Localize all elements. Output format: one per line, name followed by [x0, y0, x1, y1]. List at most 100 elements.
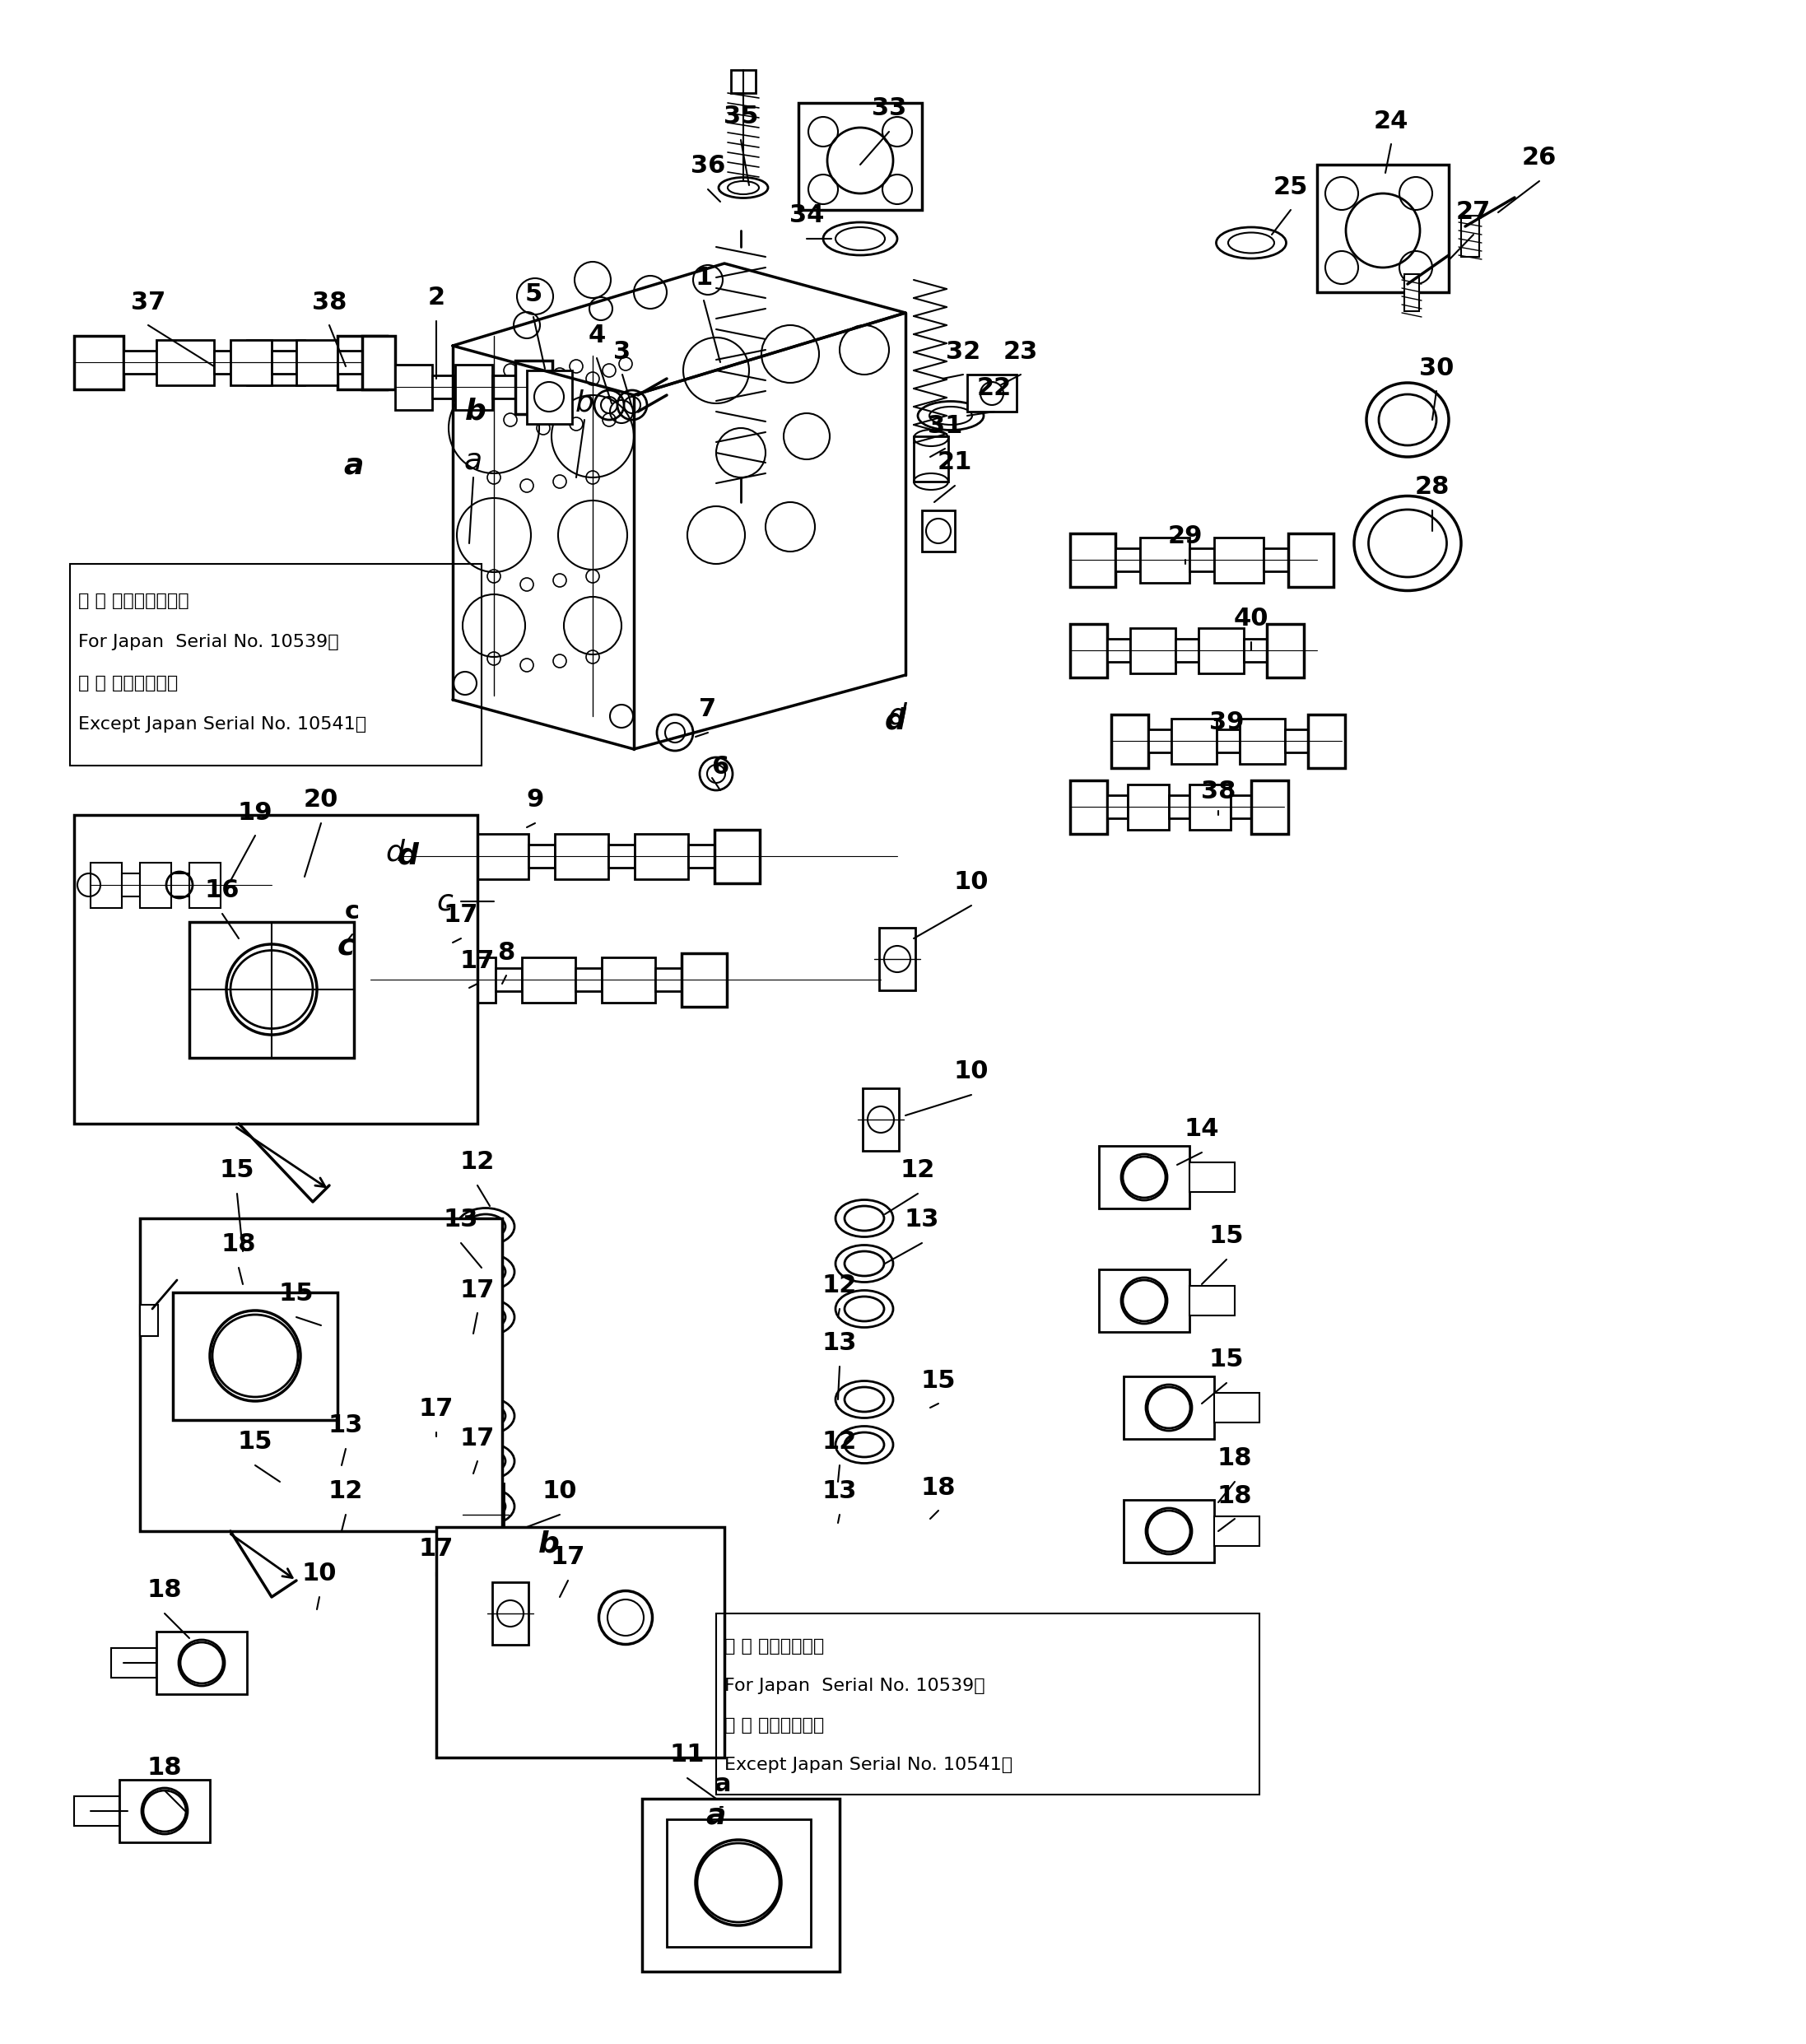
Bar — [681, 953, 726, 1008]
Text: 16: 16 — [204, 879, 240, 903]
Text: 32: 32 — [946, 339, 981, 364]
Bar — [119, 1780, 209, 1842]
Text: 26: 26 — [1522, 145, 1557, 170]
Bar — [1149, 730, 1172, 752]
Bar — [242, 1451, 334, 1513]
Bar — [403, 830, 448, 883]
Text: 24: 24 — [1374, 108, 1409, 133]
Bar — [90, 863, 121, 908]
Text: For Japan  Serial No. 10539～: For Japan Serial No. 10539～ — [724, 1678, 984, 1694]
Bar — [493, 376, 515, 399]
Text: 6: 6 — [712, 756, 730, 779]
Bar — [1264, 548, 1288, 572]
Bar — [172, 873, 190, 897]
Bar — [656, 969, 681, 991]
Bar — [139, 1218, 502, 1531]
Bar — [1176, 640, 1199, 662]
Bar — [1098, 1147, 1190, 1208]
Text: a: a — [343, 452, 365, 478]
Text: 12: 12 — [822, 1431, 858, 1453]
Text: 17: 17 — [461, 1427, 495, 1449]
Text: 29: 29 — [1168, 525, 1203, 548]
Text: 10: 10 — [954, 1061, 990, 1083]
Bar — [609, 844, 634, 867]
Bar — [495, 969, 522, 991]
Text: 23: 23 — [1004, 339, 1038, 364]
Text: 30: 30 — [1420, 356, 1454, 380]
Text: 13: 13 — [905, 1208, 939, 1233]
Bar — [296, 339, 338, 384]
Text: 海 外 向　通用号機: 海 外 向 通用号機 — [78, 675, 179, 691]
Bar — [1190, 1163, 1235, 1192]
Bar — [666, 1819, 811, 1946]
Bar — [515, 360, 553, 415]
Text: 11: 11 — [670, 1744, 704, 1766]
Bar — [173, 1292, 338, 1421]
Text: 27: 27 — [1456, 200, 1490, 223]
Bar — [415, 969, 442, 991]
Text: 15: 15 — [238, 1431, 273, 1453]
Bar — [123, 352, 157, 374]
Bar — [1116, 548, 1140, 572]
Bar — [634, 834, 688, 879]
Text: d: d — [397, 842, 419, 871]
Text: 2: 2 — [428, 286, 444, 311]
Text: 国 内 向　通用号機: 国 内 向 通用号機 — [724, 1637, 824, 1656]
Bar — [74, 335, 123, 388]
Bar — [280, 1302, 370, 1365]
Bar — [731, 69, 755, 94]
Bar — [157, 1631, 247, 1694]
Text: 14: 14 — [1185, 1118, 1219, 1141]
Text: c: c — [437, 887, 453, 916]
Bar — [468, 1484, 504, 1545]
Text: 12: 12 — [329, 1480, 363, 1504]
Text: 海 外 向　通用号機: 海 外 向 通用号機 — [724, 1717, 824, 1733]
Bar — [235, 1318, 280, 1349]
Text: 1: 1 — [695, 266, 713, 290]
Bar — [1308, 715, 1345, 769]
Bar — [798, 102, 921, 211]
Bar — [1288, 533, 1333, 587]
Text: c: c — [338, 932, 354, 961]
Text: 36: 36 — [690, 155, 726, 178]
Bar — [305, 352, 338, 374]
Text: 37: 37 — [130, 290, 166, 315]
Bar — [576, 969, 601, 991]
Bar — [1266, 623, 1304, 677]
Bar — [455, 364, 493, 411]
Text: 15: 15 — [921, 1369, 955, 1392]
Bar — [432, 376, 455, 399]
Bar — [1131, 628, 1176, 672]
Text: b: b — [466, 399, 486, 425]
Bar — [139, 1304, 159, 1337]
Bar — [448, 844, 475, 867]
Text: 18: 18 — [146, 1756, 182, 1780]
Text: 18: 18 — [921, 1476, 955, 1500]
Bar — [475, 834, 529, 879]
Text: 13: 13 — [822, 1331, 858, 1355]
Text: 35: 35 — [724, 104, 759, 129]
Bar — [74, 816, 477, 1124]
Text: 9: 9 — [526, 789, 544, 811]
Text: 5: 5 — [526, 282, 542, 307]
Bar — [1123, 1500, 1214, 1562]
Text: 13: 13 — [822, 1480, 858, 1504]
Bar — [247, 339, 305, 384]
Bar — [1230, 795, 1252, 818]
Bar — [493, 1582, 529, 1645]
Bar — [197, 1468, 242, 1496]
Bar — [190, 863, 220, 908]
Text: 12: 12 — [461, 1151, 495, 1175]
Bar — [1127, 785, 1168, 830]
Bar — [112, 1647, 157, 1678]
Text: 18: 18 — [1217, 1447, 1252, 1470]
Bar — [1214, 538, 1264, 583]
Bar — [1199, 628, 1244, 672]
Text: 25: 25 — [1273, 176, 1308, 198]
Bar — [1098, 1269, 1190, 1333]
Text: 18: 18 — [1217, 1484, 1252, 1508]
Text: d: d — [885, 707, 907, 734]
Bar — [522, 957, 576, 1004]
Bar — [338, 335, 386, 388]
Text: 10: 10 — [542, 1480, 578, 1504]
